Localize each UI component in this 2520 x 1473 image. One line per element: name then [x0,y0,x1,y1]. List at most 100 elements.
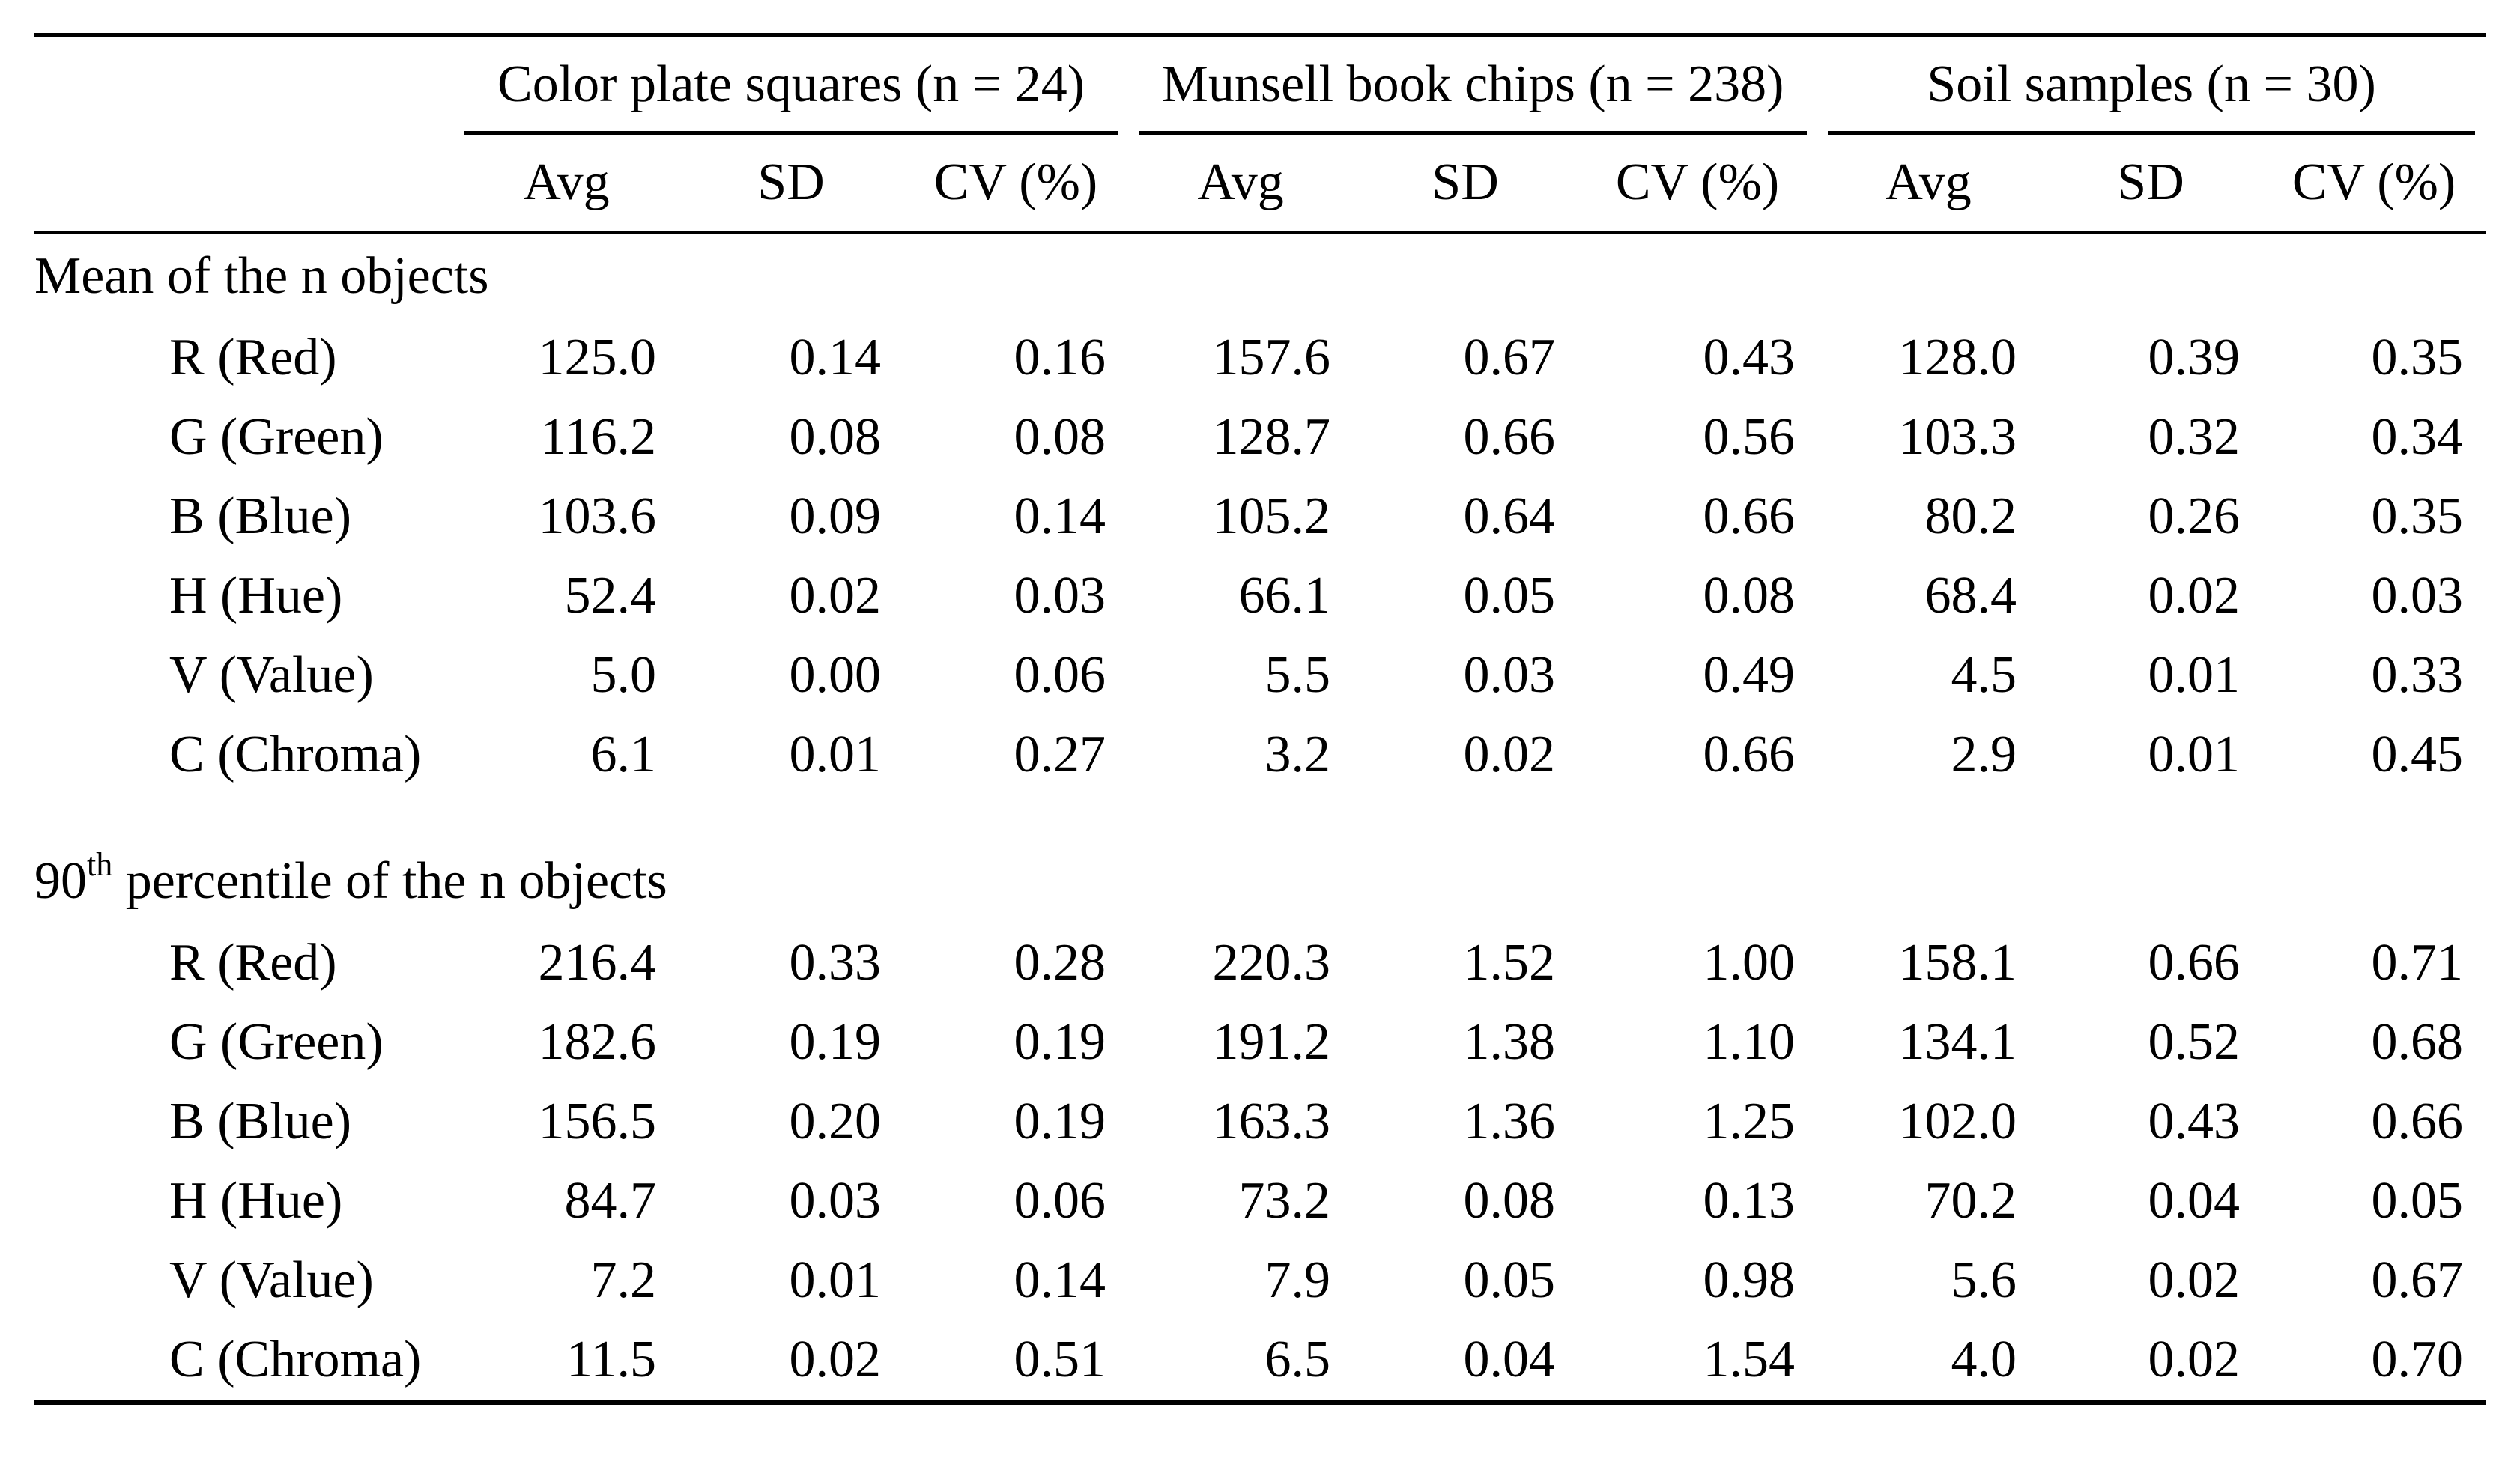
table-cell: 4.0 [1817,1320,2040,1405]
table-cell: 70.2 [1924,1172,2017,1230]
table-cell: 0.33 [2371,646,2464,704]
table-cell: 0.51 [903,1320,1129,1405]
group-underline [1139,131,1808,135]
table-cell: 0.00 [789,646,882,704]
table-cell: 0.03 [1014,567,1106,625]
table-cell: 116.2 [540,408,656,466]
table-cell: 7.9 [1264,1251,1331,1309]
table-cell: 0.08 [789,408,882,466]
table-cell: 0.70 [2262,1320,2486,1405]
table-cell: 0.06 [1014,1172,1106,1230]
section-title-main: 90 [34,852,87,910]
table-cell: 0.02 [789,567,882,625]
table-cell: 0.66 [1703,726,1796,783]
row-label: H (Hue) [169,567,343,625]
section-title-rest: percentile of the n objects [112,852,667,910]
row-label: G (Green) [169,1013,384,1071]
row-label: V (Value) [169,646,374,704]
table-cell: 80.2 [1924,488,2017,545]
table-row: R (Red) 125.0 0.14 0.16 157.6 0.67 0.43 128.0 0.… [34,318,2486,398]
table-cell: 0.52 [2148,1013,2241,1071]
subheader-cv: CV (%) [1578,135,1818,234]
table-cell: 0.06 [1014,646,1106,704]
table-cell: 0.05 [1463,567,1556,625]
table-cell: 156.5 [538,1093,657,1150]
table-cell: 0.43 [1703,329,1796,386]
table-cell: 7.2 [590,1251,657,1309]
table-cell: 0.28 [1014,934,1106,991]
table-row: C (Chroma) 11.5 0.02 0.51 6.5 0.04 1.54 4.0 0.02… [34,1320,2486,1405]
table-cell: 0.09 [789,488,882,545]
table-cell: 68.4 [1924,567,2017,625]
corner-cell [34,33,454,135]
table-cell: 0.03 [789,1172,882,1230]
table-cell: 0.03 [1463,646,1556,704]
table-cell: 52.4 [564,567,657,625]
table-row: B (Blue) 156.5 0.20 0.19 163.3 1.36 1.25 102.0 0… [34,1082,2486,1161]
table-cell: 0.67 [1463,329,1556,386]
table-cell: 0.49 [1703,646,1796,704]
table-cell: 1.54 [1578,1320,1818,1405]
table-row: C (Chroma) 6.1 0.01 0.27 3.2 0.02 0.66 2.9 0.01 0… [34,715,2486,795]
section-title-main: Mean of the n objects [34,247,489,305]
table-cell: 0.08 [1703,567,1796,625]
table-cell: 0.05 [2371,1172,2464,1230]
table-cell: 0.43 [2148,1093,2241,1150]
table-cell: 0.68 [2371,1013,2464,1071]
table-cell: 1.52 [1463,934,1556,991]
table-row: G (Green) 116.2 0.08 0.08 128.7 0.66 0.56 103.3… [34,398,2486,477]
table-cell: 0.35 [2371,329,2464,386]
group-header-soil: Soil samples (n = 30) [1817,33,2486,135]
group-header-label: Munsell book chips (n = 238) [1161,55,1784,113]
table-cell: 0.64 [1463,488,1556,545]
subheader-avg: Avg [1817,135,2040,234]
row-label: R (Red) [169,934,337,991]
table-row: H (Hue) 52.4 0.02 0.03 66.1 0.05 0.08 68.4 0.02 0… [34,556,2486,636]
group-header-label: Color plate squares (n = 24) [497,55,1085,113]
table-cell: 0.01 [789,1251,882,1309]
table-cell: 0.14 [1014,1251,1106,1309]
subheader-sd: SD [2039,135,2263,234]
table-cell: 84.7 [564,1172,657,1230]
subheader-corner [34,135,454,234]
section-title: 90th percentile of the n objects [34,839,2486,923]
table-cell: 0.39 [2148,329,2241,386]
section-header-row: 90th percentile of the n objects [34,839,2486,923]
table-cell: 182.6 [538,1013,657,1071]
table-cell: 128.7 [1212,408,1331,466]
table-cell: 0.02 [679,1320,903,1405]
table-cell: 0.16 [1014,329,1106,386]
table-cell: 0.01 [2148,726,2241,783]
table-cell: 5.0 [590,646,657,704]
table-row: V (Value) 5.0 0.00 0.06 5.5 0.03 0.49 4.5 0.01 0.… [34,636,2486,715]
table-cell: 1.00 [1703,934,1796,991]
table-cell: 0.14 [789,329,882,386]
table-cell: 125.0 [538,329,657,386]
section-title-superscript: th [87,846,113,883]
table-cell: 105.2 [1212,488,1331,545]
table-cell: 0.01 [789,726,882,783]
table-row: G (Green) 182.6 0.19 0.19 191.2 1.38 1.10 134.1… [34,1003,2486,1082]
section-spacer [34,795,2486,839]
table-cell: 128.0 [1898,329,2017,386]
table-cell: 0.14 [1014,488,1106,545]
table-cell: 73.2 [1238,1172,1331,1230]
table-cell: 66.1 [1238,567,1331,625]
table-cell: 103.6 [538,488,657,545]
table-cell: 0.71 [2371,934,2464,991]
table-cell: 0.02 [1463,726,1556,783]
table-cell: 5.6 [1951,1251,2017,1309]
table-cell: 0.19 [1014,1093,1106,1150]
table-cell: 0.67 [2371,1251,2464,1309]
table-cell: 6.5 [1128,1320,1354,1405]
table-cell: 0.32 [2148,408,2241,466]
table-cell: 0.33 [789,934,882,991]
table-row: H (Hue) 84.7 0.03 0.06 73.2 0.08 0.13 70.2 0.04 0… [34,1161,2486,1241]
table-cell: 0.02 [2039,1320,2263,1405]
table-cell: 0.02 [2148,1251,2241,1309]
row-label: C (Chroma) [34,1320,454,1405]
table-cell: 220.3 [1212,934,1331,991]
table-cell: 103.3 [1898,408,2017,466]
subheader-cv: CV (%) [2262,135,2486,234]
group-header-row: Color plate squares (n = 24) Munsell boo… [34,33,2486,135]
